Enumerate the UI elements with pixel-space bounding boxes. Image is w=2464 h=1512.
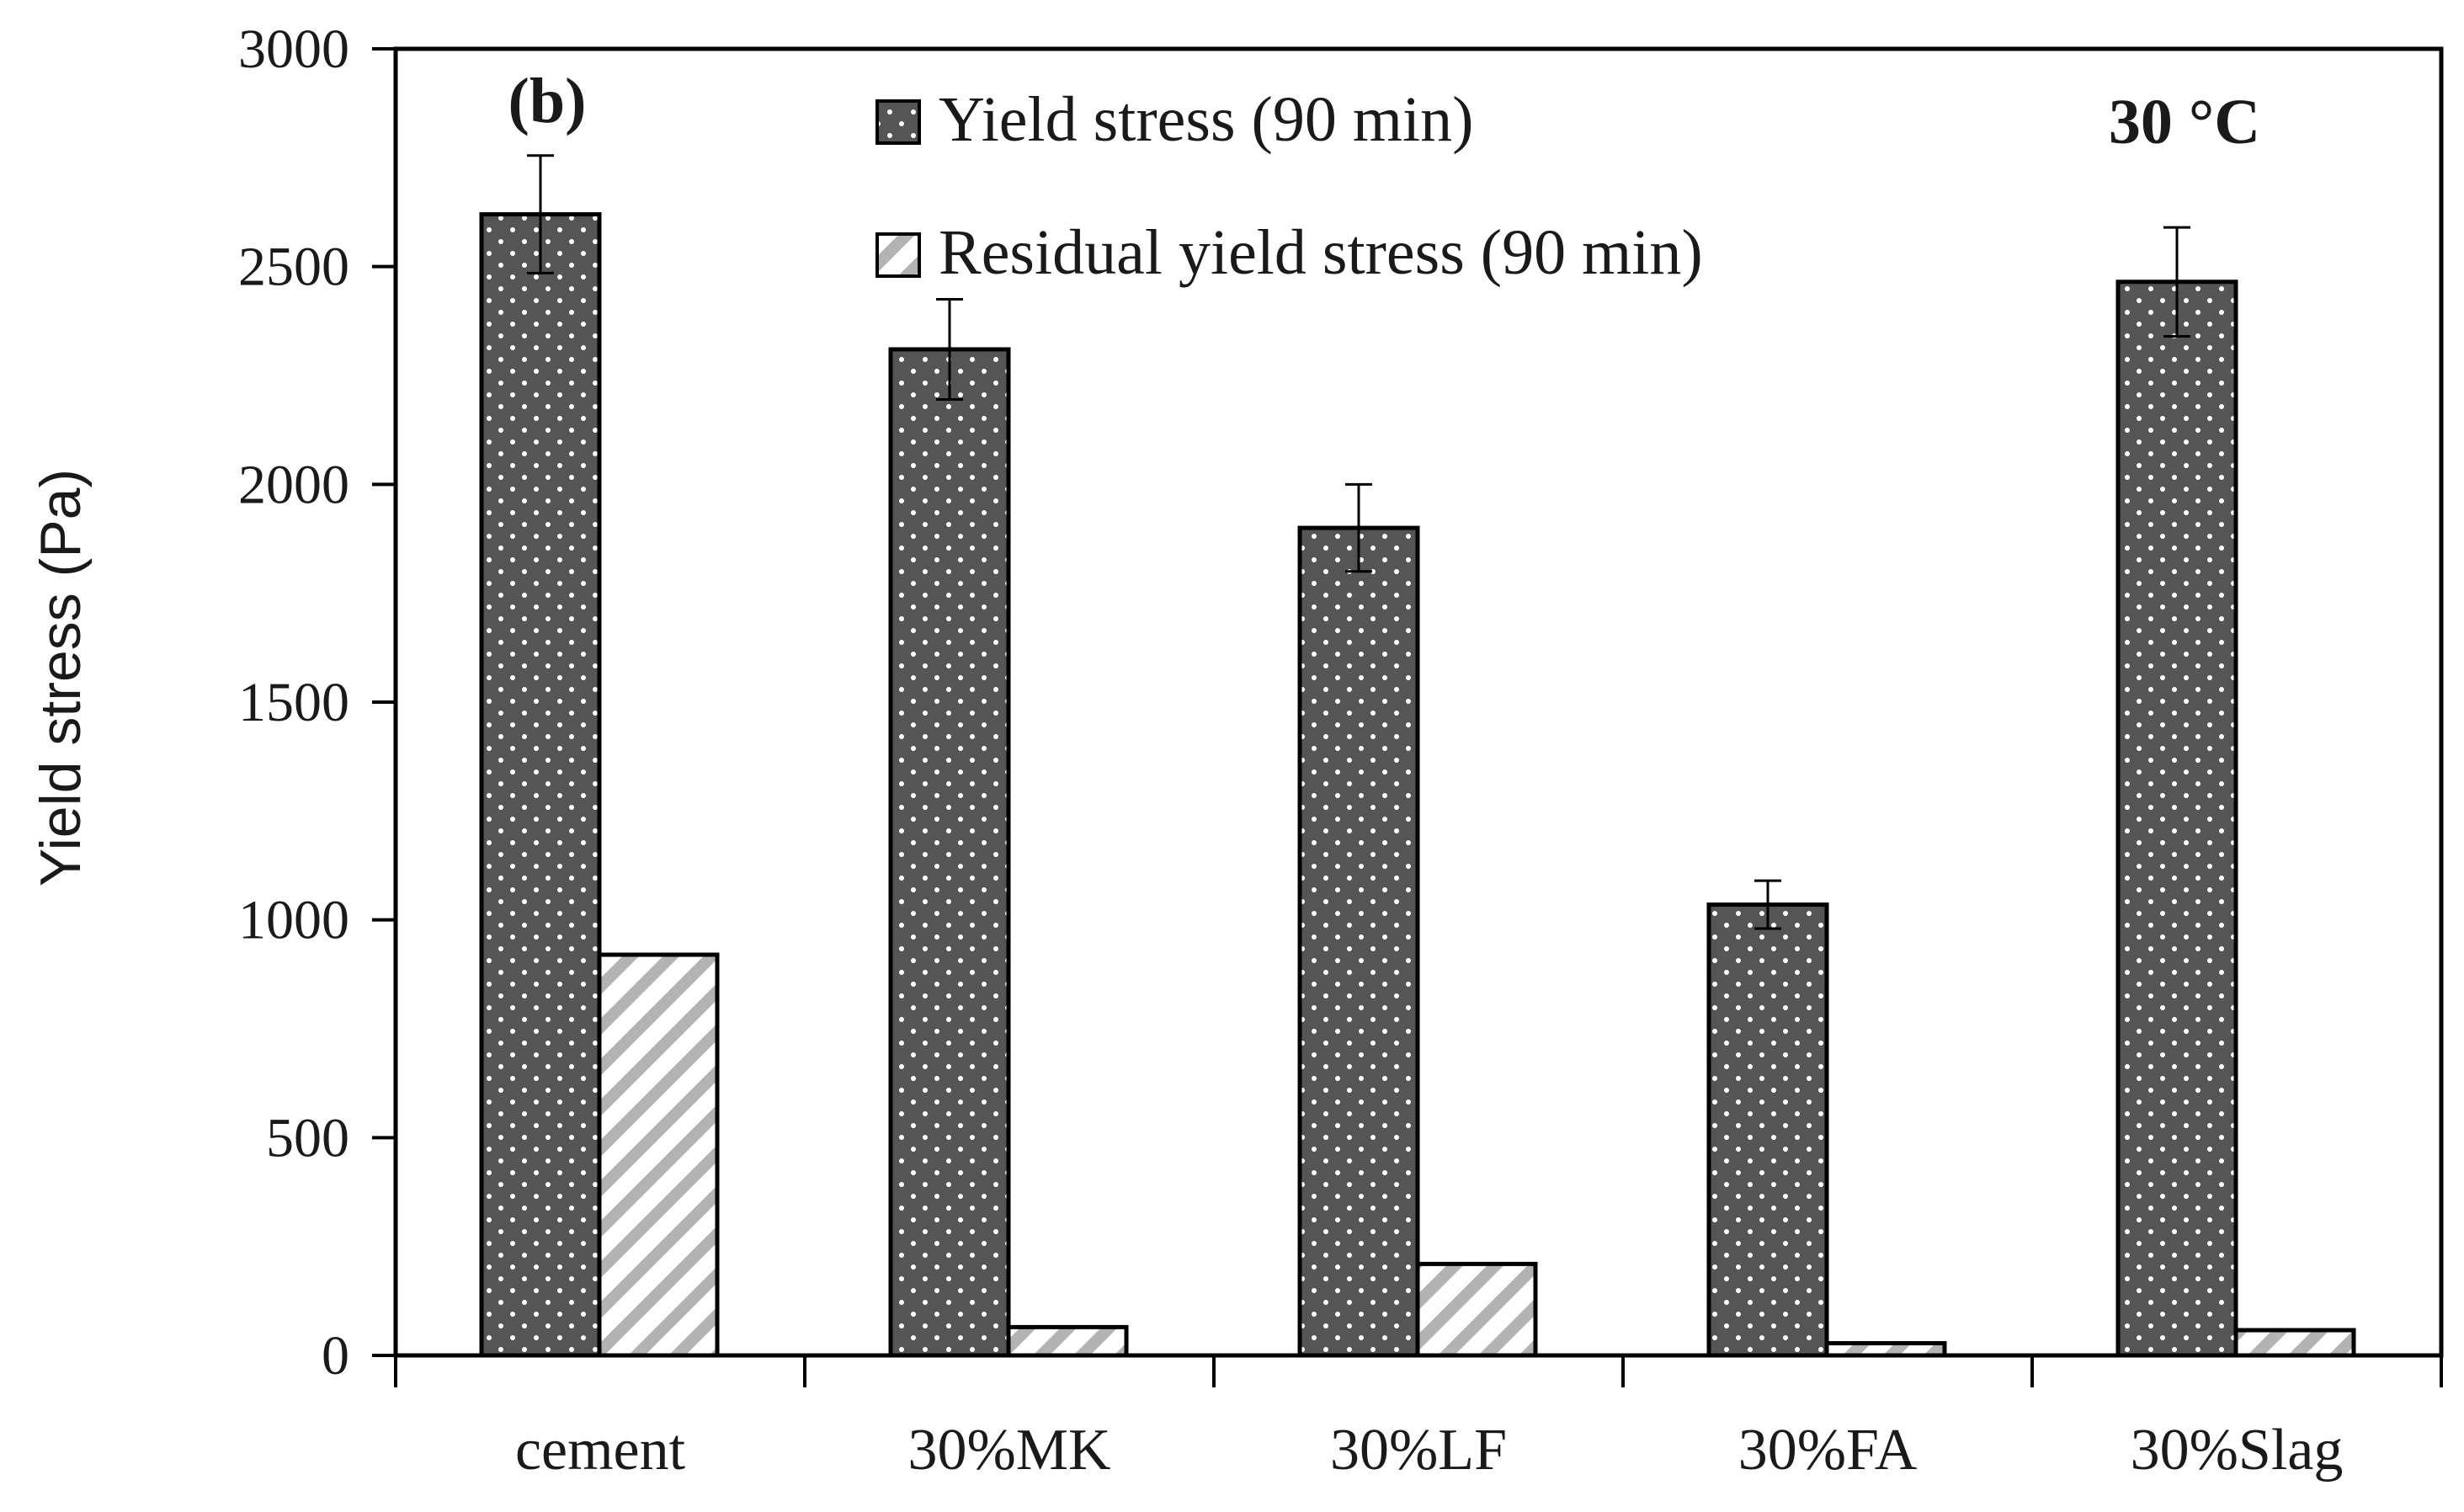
x-tick-label: cement bbox=[515, 1418, 686, 1483]
y-axis: 0 500 1000 1500 2000 2500 3000 bbox=[238, 19, 396, 1387]
legend-swatch-residual-yield-stress bbox=[875, 232, 921, 278]
y-tick-label: 1500 bbox=[238, 672, 349, 733]
legend-swatch-yield-stress bbox=[875, 99, 921, 145]
y-tick-label: 2500 bbox=[238, 237, 349, 298]
bar-yield-stress bbox=[1706, 902, 1829, 1358]
y-tick-label: 2000 bbox=[238, 454, 349, 515]
y-tick-label: 0 bbox=[322, 1325, 349, 1387]
y-tick-label: 1000 bbox=[238, 890, 349, 951]
x-tick-label: 30%MK bbox=[907, 1418, 1110, 1483]
bar-series bbox=[479, 154, 2356, 1358]
legend-label-yield-stress: Yield stress (90 min) bbox=[939, 84, 1473, 155]
bar-yield-stress bbox=[1297, 525, 1420, 1358]
y-tick-label: 500 bbox=[266, 1107, 349, 1169]
legend-label-residual-yield-stress: Residual yield stress (90 min) bbox=[939, 217, 1703, 288]
bar-residual-yield-stress bbox=[597, 952, 720, 1358]
bar-yield-stress bbox=[2115, 280, 2238, 1358]
x-tick-label: 30%Slag bbox=[2131, 1418, 2344, 1483]
x-tick-label: 30%FA bbox=[1738, 1418, 1918, 1483]
bar-yield-stress bbox=[888, 347, 1011, 1358]
bar-residual-yield-stress bbox=[1415, 1261, 1538, 1358]
bar-residual-yield-stress bbox=[2233, 1328, 2356, 1358]
temperature-label: 30 °C bbox=[2109, 87, 2260, 157]
bar-residual-yield-stress bbox=[1824, 1341, 1947, 1358]
y-tick-label: 3000 bbox=[238, 19, 349, 80]
y-axis-label: Yield stress (Pa) bbox=[29, 469, 93, 886]
bar-residual-yield-stress bbox=[1006, 1324, 1129, 1358]
legend: Yield stress (90 min) Residual yield str… bbox=[875, 84, 1703, 288]
bar-yield-stress bbox=[479, 212, 602, 1358]
x-tick-label: 30%LF bbox=[1330, 1418, 1507, 1483]
x-axis: cement 30%MK 30%LF 30%FA 30%Slag bbox=[394, 1355, 2443, 1483]
panel-label: (b) bbox=[508, 66, 587, 136]
